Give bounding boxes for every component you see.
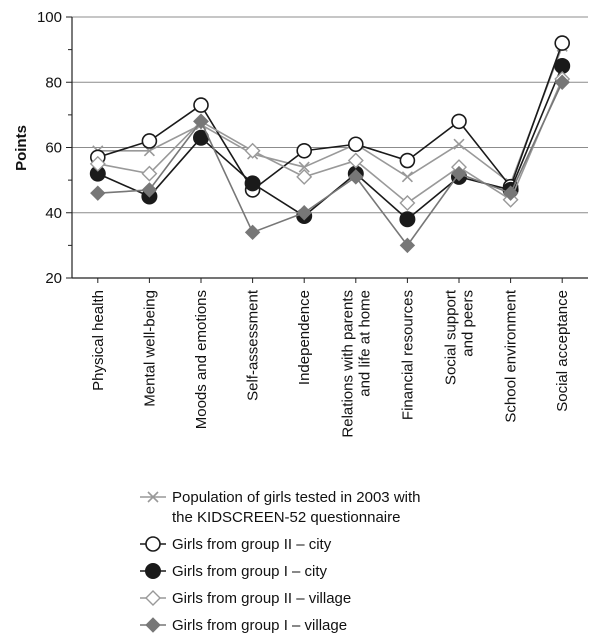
data-point xyxy=(298,161,310,173)
gridlines xyxy=(72,16,588,214)
data-point xyxy=(348,169,364,185)
x-category-label: Relations with parents and life at home xyxy=(339,290,373,438)
legend-marker xyxy=(145,536,161,552)
series-4 xyxy=(89,70,571,211)
legend-label: Population of girls tested in 2003 with xyxy=(172,489,421,506)
legend-item-4: Girls from group II – village xyxy=(140,590,351,607)
x-category-label-line: Relations with parents xyxy=(339,290,356,438)
legend-label: Girls from group II – village xyxy=(172,590,351,607)
x-axis-labels: Physical health Mental well-being Moods an… xyxy=(90,278,571,438)
data-point xyxy=(193,97,209,113)
data-point xyxy=(453,138,465,150)
series-1 xyxy=(92,40,568,189)
data-point xyxy=(141,182,158,198)
data-point xyxy=(502,185,519,201)
x-category-label-line: Independence xyxy=(296,290,313,385)
data-point xyxy=(347,136,364,153)
legend-item-1: Population of girls tested in 2003 with t… xyxy=(140,489,421,526)
data-point xyxy=(451,113,467,130)
y-tick-label: 60 xyxy=(45,140,62,157)
x-category-label-line: Social acceptance xyxy=(554,290,571,412)
data-point xyxy=(399,152,416,169)
series-group xyxy=(89,35,571,254)
data-point xyxy=(554,74,570,90)
data-point xyxy=(141,165,158,182)
series-line xyxy=(97,65,563,221)
x-category-label: Self-assessment xyxy=(245,289,262,401)
data-point xyxy=(244,175,261,192)
data-point xyxy=(296,168,313,185)
x-category-label-line: Social support xyxy=(443,289,460,385)
y-axis-ticks: 20 40 60 80 100 xyxy=(37,9,72,287)
y-tick-label: 80 xyxy=(45,74,62,91)
series-3 xyxy=(89,57,571,228)
data-point xyxy=(141,133,158,149)
x-category-label-line: and life at home xyxy=(356,290,373,397)
legend-marker xyxy=(145,590,161,606)
legend-item-3: Girls from group I – city xyxy=(140,563,328,580)
data-point xyxy=(399,211,416,228)
x-category-label: Mental well-being xyxy=(141,290,158,407)
x-category-label-line: Physical health xyxy=(90,290,107,391)
y-tick-label: 100 xyxy=(37,9,62,26)
legend: Population of girls tested in 2003 with t… xyxy=(140,489,421,634)
series-5 xyxy=(90,74,570,254)
data-point xyxy=(244,142,261,159)
data-point xyxy=(89,155,106,172)
x-category-label-line: Moods and emotions xyxy=(193,290,210,429)
data-point xyxy=(296,205,312,221)
x-category-label: Physical health xyxy=(90,290,107,391)
y-tick-label: 20 xyxy=(45,270,62,287)
series-line xyxy=(97,46,563,185)
x-category-label: Social support and peers xyxy=(443,289,477,385)
legend-item-2: Girls from group II – city xyxy=(140,536,332,553)
legend-label: Girls from group I – village xyxy=(172,617,347,634)
data-point xyxy=(347,152,364,169)
series-line xyxy=(97,42,563,191)
series-line xyxy=(97,81,563,247)
y-axis-title: Points xyxy=(13,125,30,171)
legend-label: Girls from group I – city xyxy=(172,563,328,580)
data-point xyxy=(90,185,106,201)
y-tick-label: 40 xyxy=(45,205,62,222)
x-category-label: Social acceptance xyxy=(554,290,571,412)
legend-marker xyxy=(145,617,161,633)
data-point xyxy=(401,171,413,183)
legend-item-5: Girls from group I – village xyxy=(140,617,347,634)
x-category-label: School environment xyxy=(503,289,520,422)
data-point xyxy=(244,224,261,241)
x-category-label-line: and peers xyxy=(460,290,477,357)
data-point xyxy=(554,35,571,51)
x-category-label-line: Mental well-being xyxy=(141,290,158,407)
legend-label: the KIDSCREEN-52 questionnaire xyxy=(172,509,400,526)
data-point xyxy=(193,113,209,130)
data-point xyxy=(451,165,467,182)
data-point xyxy=(399,194,416,211)
x-category-label-line: Self-assessment xyxy=(245,289,262,401)
x-category-label: Financial resources xyxy=(399,290,416,420)
legend-label: Girls from group II – city xyxy=(172,536,332,553)
x-category-label-line: Financial resources xyxy=(399,290,416,420)
x-category-label: Independence xyxy=(296,290,313,385)
x-category-label: Moods and emotions xyxy=(193,290,210,429)
data-point xyxy=(296,142,313,159)
data-point xyxy=(399,237,416,254)
legend-marker xyxy=(145,563,161,579)
x-category-label-line: School environment xyxy=(503,289,520,422)
legend-marker xyxy=(147,491,159,503)
